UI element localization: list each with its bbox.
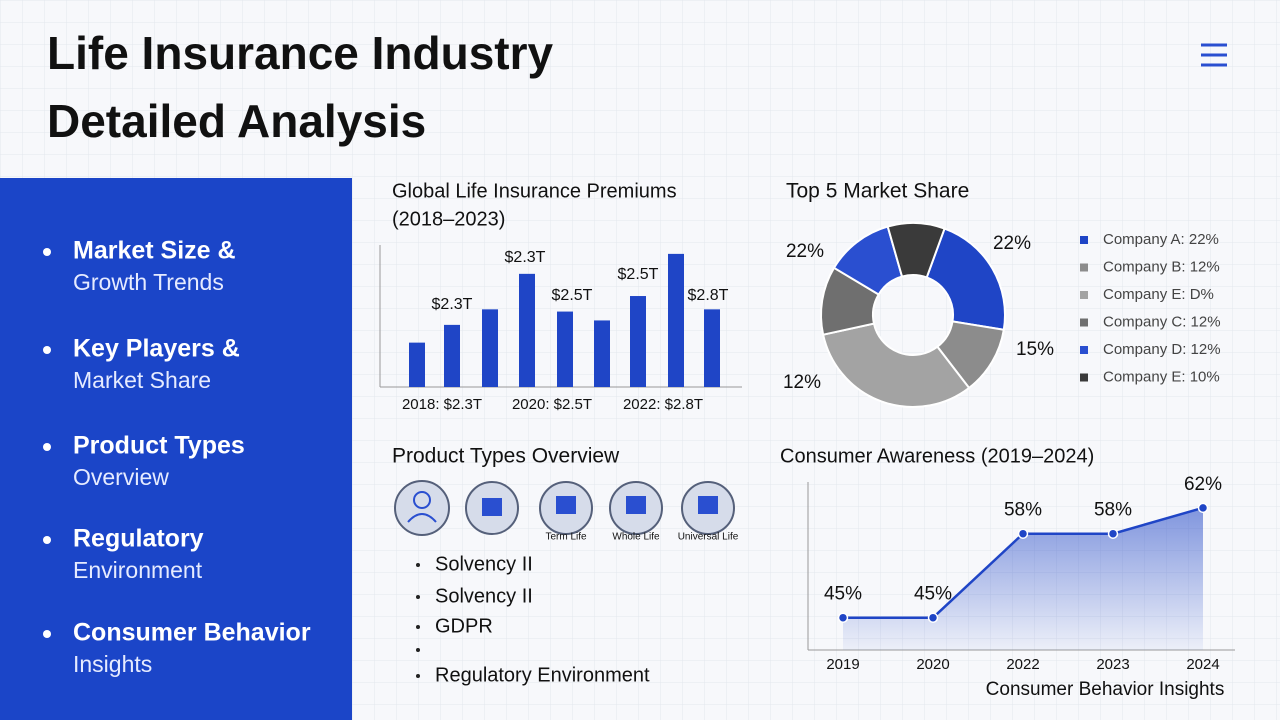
chart-title: Global Life Insurance Premiums — [392, 180, 677, 202]
sidebar-bullet — [43, 346, 51, 354]
legend-swatch — [1080, 236, 1088, 244]
sidebar-item-subtitle: Environment — [73, 557, 203, 583]
x-tick-label: 2018: $2.3T — [402, 396, 482, 413]
sidebar-bullet — [43, 536, 51, 544]
x-tick-label: 2019 — [826, 656, 859, 673]
data-label: 58% — [1094, 500, 1132, 521]
bar — [557, 311, 573, 387]
section-title: Product Types Overview — [392, 445, 620, 468]
x-tick-label: 2020 — [916, 656, 949, 673]
legend-swatch — [1080, 263, 1088, 272]
data-label: 45% — [824, 584, 862, 605]
pie-label: 15% — [1016, 339, 1054, 360]
legend-label: Company C: 12% — [1103, 313, 1221, 330]
legend-swatch — [1080, 291, 1088, 299]
legend-label: Company E: 10% — [1103, 368, 1220, 385]
legend-swatch — [1080, 346, 1088, 354]
sidebar-item-subtitle: Market Share — [73, 367, 211, 393]
sidebar-item-title: Regulatory — [73, 525, 204, 553]
reg-item: GDPR — [435, 615, 493, 637]
bar — [409, 342, 425, 387]
bar — [482, 309, 498, 387]
sidebar-item-title: Consumer Behavior — [73, 619, 311, 647]
pie-label: 22% — [993, 233, 1031, 254]
bar — [444, 324, 460, 387]
sidebar-item-subtitle: Growth Trends — [73, 269, 224, 295]
pie-label: 22% — [786, 241, 824, 262]
sidebar-bullet — [43, 248, 51, 256]
x-tick-label: 2022 — [1006, 656, 1039, 673]
data-label: 58% — [1004, 500, 1042, 521]
sidebar-item-title: Product Types — [73, 432, 245, 460]
product-icons — [394, 480, 735, 536]
reg-item: Solvency II — [435, 553, 533, 575]
title: Detailed Analysis — [47, 95, 426, 147]
line-point — [927, 612, 939, 623]
x-tick-label: 2022: $2.8T — [623, 396, 703, 413]
legend-label: Company D: 12% — [1103, 341, 1221, 358]
legend-swatch — [1080, 318, 1088, 327]
product-label: Term Life — [545, 532, 587, 543]
bar — [630, 296, 646, 387]
chart-title: Consumer Awareness (2019–2024) — [780, 445, 1094, 467]
sidebar-bullet — [43, 630, 51, 638]
reg-bullet — [416, 674, 420, 678]
annotation: $2.5T — [552, 287, 593, 304]
sidebar-item-subtitle: Insights — [73, 651, 152, 677]
reg-bullet — [416, 625, 420, 629]
reg-bullet — [416, 595, 420, 599]
reg-bullet — [416, 563, 420, 567]
reg-item: Solvency II — [435, 585, 533, 607]
x-tick-label: 2024 — [1186, 656, 1219, 673]
annotation: $2.5T — [618, 266, 659, 283]
pie-slice — [821, 322, 971, 408]
pie-slice — [886, 222, 946, 279]
data-label: 62% — [1184, 474, 1222, 495]
x-tick-label: 2020: $2.5T — [512, 396, 592, 413]
chart-caption: Consumer Behavior Insights — [986, 679, 1225, 700]
reg-item: Regulatory Environment — [435, 664, 650, 686]
pie-label: 12% — [783, 372, 821, 393]
product-label: Universal Life — [678, 532, 739, 543]
title: Life Insurance Industry — [47, 27, 554, 79]
line-point — [1107, 528, 1119, 539]
x-tick-label: 2023 — [1096, 656, 1129, 673]
product-label: Whole Life — [612, 532, 660, 543]
sidebar-bullet — [43, 443, 51, 451]
legend-label: Company A: 22% — [1103, 231, 1219, 248]
sidebar-item-title: Market Size & — [73, 237, 236, 265]
annotation: $2.3T — [505, 249, 546, 266]
reg-bullet — [416, 648, 420, 652]
chart-title: (2018–2023) — [392, 208, 505, 230]
menu-icon[interactable] — [1201, 43, 1227, 67]
bar — [594, 320, 610, 387]
bar — [668, 253, 684, 387]
annotation: $2.8T — [688, 287, 729, 304]
line-point — [1197, 502, 1209, 514]
legend-swatch — [1080, 373, 1088, 382]
legend-label: Company E: D% — [1103, 286, 1214, 303]
bar — [519, 273, 535, 387]
line-area — [843, 507, 1203, 650]
annotation: $2.3T — [432, 296, 473, 313]
data-label: 45% — [914, 584, 952, 605]
legend-label: Company B: 12% — [1103, 258, 1220, 275]
sidebar-item-subtitle: Overview — [73, 464, 169, 490]
sidebar-item-title: Key Players & — [73, 335, 240, 363]
pie-slice — [925, 227, 1006, 331]
line-point — [837, 612, 849, 623]
sidebar — [0, 178, 352, 720]
line-point — [1017, 528, 1029, 539]
bar — [704, 309, 720, 387]
chart-title: Top 5 Market Share — [786, 180, 969, 203]
